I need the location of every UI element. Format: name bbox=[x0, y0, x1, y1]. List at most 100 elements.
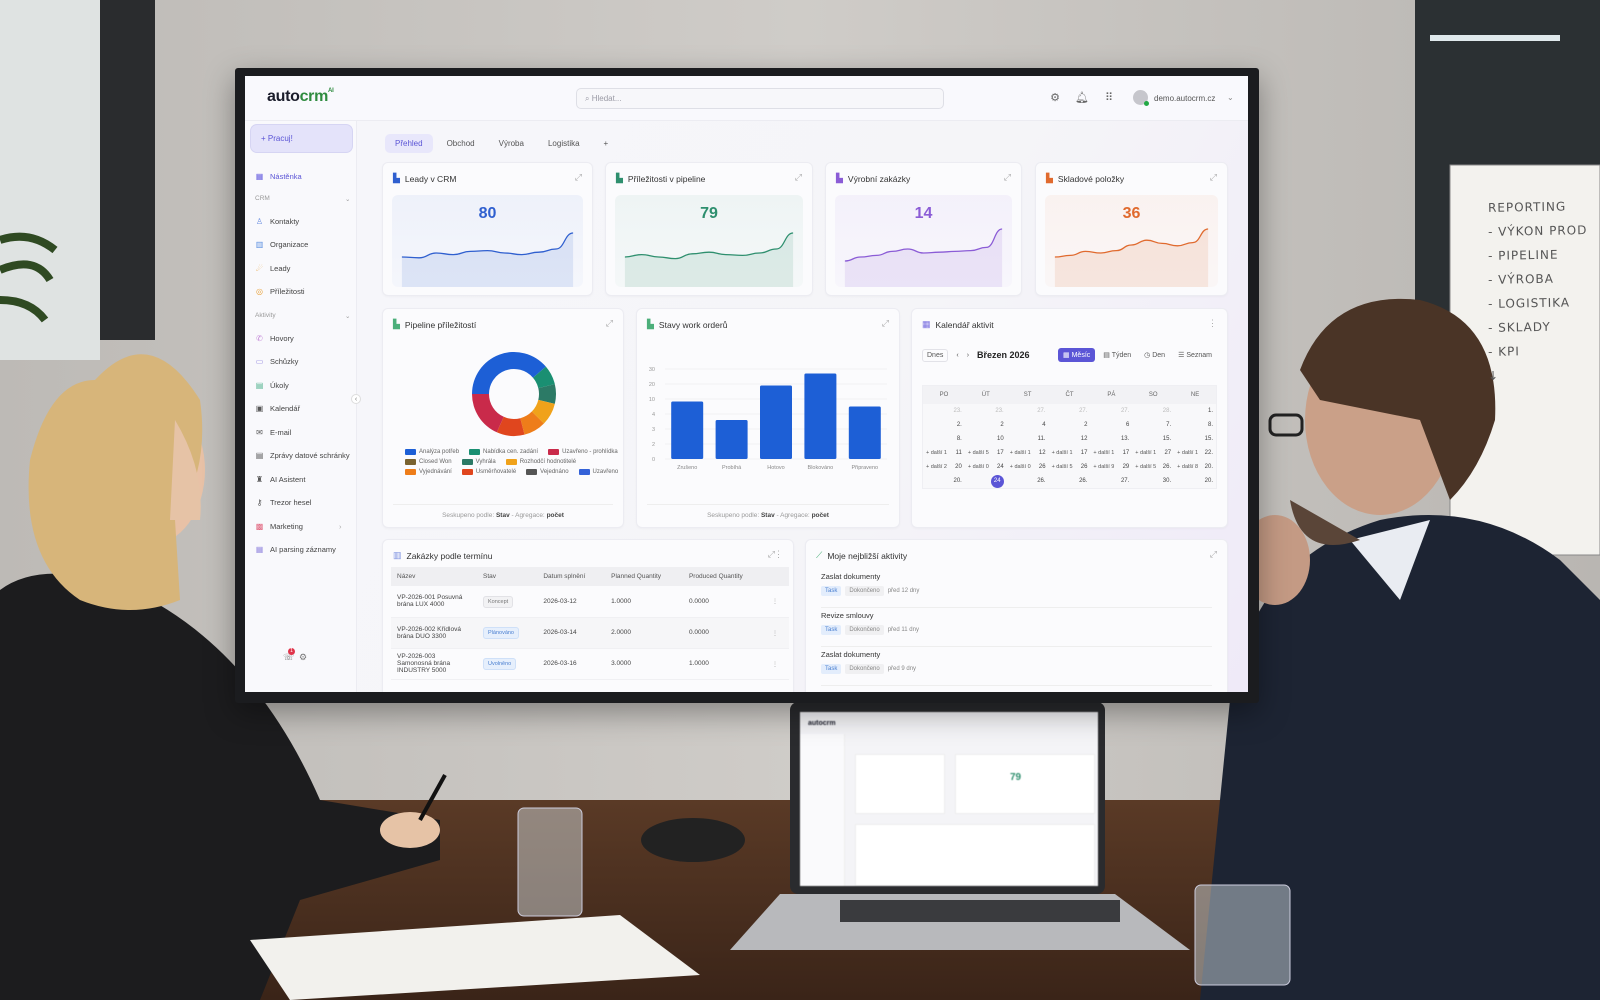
sidebar-item[interactable]: ▤ Zprávy datové schránky bbox=[255, 451, 350, 460]
calendar-day[interactable]: 27. bbox=[1049, 404, 1091, 418]
column-header[interactable]: Datum splnění bbox=[537, 567, 606, 586]
calendar-day[interactable]: 23. bbox=[965, 404, 1007, 418]
more-events-link[interactable]: + další 0 bbox=[1009, 464, 1031, 470]
calendar-day[interactable]: 10 bbox=[965, 432, 1007, 446]
row-menu-icon[interactable]: ⋮ bbox=[765, 648, 789, 680]
legend-item[interactable]: Analýza potřebAnalýza potřeb bbox=[405, 449, 459, 455]
calendar-day[interactable]: + další 1 17 bbox=[1090, 446, 1132, 460]
activity-item[interactable]: Zaslat dokumenty Task Dokončeno před 12 dny bbox=[821, 570, 1212, 608]
calendar-day[interactable]: 2 bbox=[965, 418, 1007, 432]
more-events-link[interactable]: + další 2 bbox=[926, 464, 947, 470]
calendar-day[interactable]: 12 bbox=[1049, 432, 1091, 446]
calendar-day[interactable]: 1. bbox=[1174, 404, 1216, 418]
calendar-day[interactable]: 30. bbox=[1132, 474, 1174, 488]
collapse-sidebar-button[interactable]: ‹ bbox=[351, 394, 361, 404]
calendar-day[interactable]: + další 9 29 bbox=[1090, 460, 1132, 474]
calendar-day[interactable]: + další 1 22. bbox=[1174, 446, 1216, 460]
more-events-link[interactable]: + další 8 bbox=[1177, 464, 1199, 470]
calendar-day[interactable]: + další 5 17 bbox=[965, 446, 1007, 460]
expand-icon[interactable]: ⤢ bbox=[767, 549, 775, 559]
sidebar-item[interactable]: ▭ Schůzky bbox=[255, 357, 299, 366]
calendar-day[interactable]: 27. bbox=[1090, 474, 1132, 488]
activity-item[interactable]: Zaslat dokumenty Task Dokončeno před 9 dny bbox=[821, 648, 1212, 686]
calendar-day[interactable]: + další 5 26. bbox=[1132, 460, 1174, 474]
tab-logistika[interactable]: Logistika bbox=[547, 138, 580, 148]
more-events-link[interactable]: + další 5 bbox=[967, 450, 989, 456]
more-events-link[interactable]: + další 5 bbox=[1135, 464, 1157, 470]
more-menu-icon[interactable]: ⋮ bbox=[1208, 318, 1217, 328]
calendar-day[interactable]: 4 bbox=[1007, 418, 1049, 432]
expand-icon[interactable]: ⤢ bbox=[794, 172, 802, 182]
more-events-link[interactable]: + další 1 bbox=[1093, 450, 1115, 456]
calendar-day[interactable]: + další 1 27 bbox=[1132, 446, 1174, 460]
sidebar-item[interactable]: ☄ Leady bbox=[255, 263, 291, 273]
calendar-day[interactable]: 15. bbox=[1132, 432, 1174, 446]
sidebar-item[interactable]: ✆ Hovory bbox=[256, 333, 294, 343]
sidebar-group-crm[interactable]: CRM ⌄ bbox=[255, 195, 351, 203]
sidebar-item[interactable]: ♙ Kontakty bbox=[255, 216, 300, 226]
expand-icon[interactable]: ⤢ bbox=[1003, 172, 1011, 182]
notifications-icon[interactable]: ☏ 1 bbox=[283, 648, 295, 662]
calendar-day[interactable]: 28. bbox=[1132, 404, 1174, 418]
calendar-day[interactable]: + další 1 12 bbox=[1007, 446, 1049, 460]
legend-item[interactable]: Nabídka cen. zadáníNabídka cen. zadání bbox=[469, 449, 538, 455]
legend-item[interactable]: VyjednáváníVyjednávání bbox=[405, 469, 452, 475]
table-row[interactable]: VP-2026-001 Posuvná brána LUX 4000 Koncep… bbox=[391, 586, 789, 618]
activity-item[interactable]: Revize smlouvy Task Dokončeno před 11 dny bbox=[821, 609, 1212, 647]
legend-item[interactable]: UzavřenoUzavřeno bbox=[578, 469, 618, 475]
sidebar-item[interactable]: ♜ AI Asistent bbox=[255, 474, 306, 484]
tab-přehled[interactable]: Přehled bbox=[385, 133, 433, 153]
column-header[interactable]: Produced Quantity bbox=[682, 567, 766, 586]
calendar-day[interactable]: 24 bbox=[965, 474, 1007, 488]
sidebar-group-aktivity[interactable]: Aktivity ⌄ bbox=[255, 312, 351, 320]
calendar-day[interactable]: 7. bbox=[1132, 418, 1174, 432]
sidebar-item[interactable]: ▩ Marketing › bbox=[255, 521, 342, 531]
more-events-link[interactable]: + další 1 bbox=[1009, 450, 1031, 456]
expand-icon[interactable]: ⤢ bbox=[574, 172, 582, 182]
legend-item[interactable]: VejednánoVejednáno bbox=[526, 469, 569, 475]
calendar-day[interactable]: + další 0 24 bbox=[965, 460, 1007, 474]
expand-icon[interactable]: ⤢ bbox=[1209, 172, 1217, 182]
table-row[interactable]: VP-2026-003 Samonosná brána INDUSTRY 500… bbox=[391, 648, 789, 680]
legend-item[interactable]: Rozhodčí hodnotiteléRozhodčí hodnotitelé bbox=[505, 459, 576, 465]
sidebar-item[interactable]: ◎ Příležitosti bbox=[256, 287, 305, 296]
prev-month-button[interactable]: ‹ bbox=[956, 351, 959, 359]
sidebar-item[interactable]: ▦ AI parsing záznamy bbox=[255, 545, 336, 554]
calendar-day[interactable]: + další 8 20. bbox=[1174, 460, 1216, 474]
sidebar-item[interactable]: ▦ Nástěnka bbox=[255, 171, 302, 181]
add-tab-button[interactable]: + bbox=[603, 138, 609, 148]
more-events-link[interactable]: + další 1 bbox=[1135, 450, 1157, 456]
legend-item[interactable]: Closed WonClosed Won bbox=[405, 459, 452, 465]
calendar-day[interactable]: 26. bbox=[1049, 474, 1091, 488]
settings-icon[interactable]: ⚙ bbox=[299, 652, 308, 662]
bell-icon[interactable]: 🔔︎ bbox=[1075, 92, 1089, 104]
column-header[interactable]: Planned Quantity bbox=[605, 567, 683, 586]
legend-item[interactable]: VyhrálaVyhrála bbox=[461, 459, 496, 465]
more-menu-icon[interactable]: ⋮ bbox=[774, 549, 783, 559]
calendar-day[interactable]: + další 5 26 bbox=[1049, 460, 1091, 474]
expand-icon[interactable]: ⤢ bbox=[881, 318, 889, 328]
avatar[interactable] bbox=[1133, 90, 1149, 106]
sidebar-item[interactable]: ⚷ Trezor hesel bbox=[256, 498, 312, 507]
calendar-day[interactable]: 20. bbox=[1174, 474, 1216, 488]
column-header[interactable]: Název bbox=[391, 567, 477, 586]
column-header[interactable]: Stav bbox=[477, 567, 538, 586]
table-row[interactable]: VP-2026-002 Křídlová brána DUO 3300 Pláno… bbox=[391, 617, 789, 649]
today-button[interactable]: Dnes bbox=[922, 348, 949, 362]
calendar-day[interactable]: + další 0 26 bbox=[1007, 460, 1049, 474]
expand-icon[interactable]: ⤢ bbox=[605, 318, 613, 328]
calendar-day[interactable]: 13. bbox=[1090, 432, 1132, 446]
tab-obchod[interactable]: Obchod bbox=[446, 138, 475, 148]
pracuj-button[interactable]: + Pracuj! bbox=[250, 124, 353, 153]
calendar-day[interactable]: 2. bbox=[923, 418, 965, 432]
calendar-day[interactable]: 8. bbox=[923, 432, 965, 446]
calendar-day[interactable]: 26. bbox=[1007, 474, 1049, 488]
search-input[interactable]: ⌕ Hledat... bbox=[576, 88, 944, 109]
expand-icon[interactable]: ⤢ bbox=[1209, 549, 1217, 559]
legend-item[interactable]: UsměrňovateléUsměrňovatelé bbox=[461, 469, 516, 475]
view-den[interactable]: ◷ Den bbox=[1144, 352, 1166, 359]
calendar-day[interactable]: + další 2 20 bbox=[923, 460, 965, 474]
row-menu-icon[interactable]: ⋮ bbox=[765, 586, 789, 618]
sidebar-item[interactable]: ▥ Organizace bbox=[255, 240, 309, 249]
more-events-link[interactable]: + další 1 bbox=[1177, 450, 1199, 456]
